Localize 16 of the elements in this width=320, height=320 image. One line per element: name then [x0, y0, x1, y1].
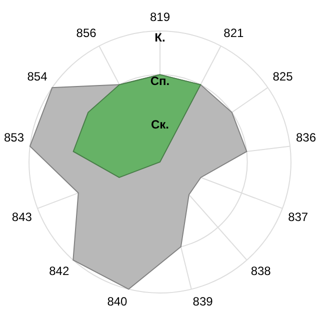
spoke-label: 839	[192, 294, 214, 309]
y-tick-label: Сп.	[150, 74, 170, 88]
spoke-label: 842	[49, 264, 70, 278]
spoke-label: 836	[296, 130, 316, 145]
spoke-label: 840	[107, 294, 128, 309]
spoke-label: 853	[4, 130, 24, 145]
spoke-label: 843	[12, 210, 32, 224]
spoke-label: 856	[76, 26, 97, 40]
y-tick-label: Ск.	[150, 118, 170, 132]
spoke-label: 837	[288, 210, 308, 224]
spoke-label: 838	[250, 264, 272, 278]
spoke-label: 854	[27, 69, 48, 84]
spoke-label: 821	[224, 26, 244, 40]
y-tick-label: К.	[154, 30, 166, 44]
spoke-label: 819	[150, 10, 170, 24]
spoke-label: 825	[272, 69, 294, 84]
